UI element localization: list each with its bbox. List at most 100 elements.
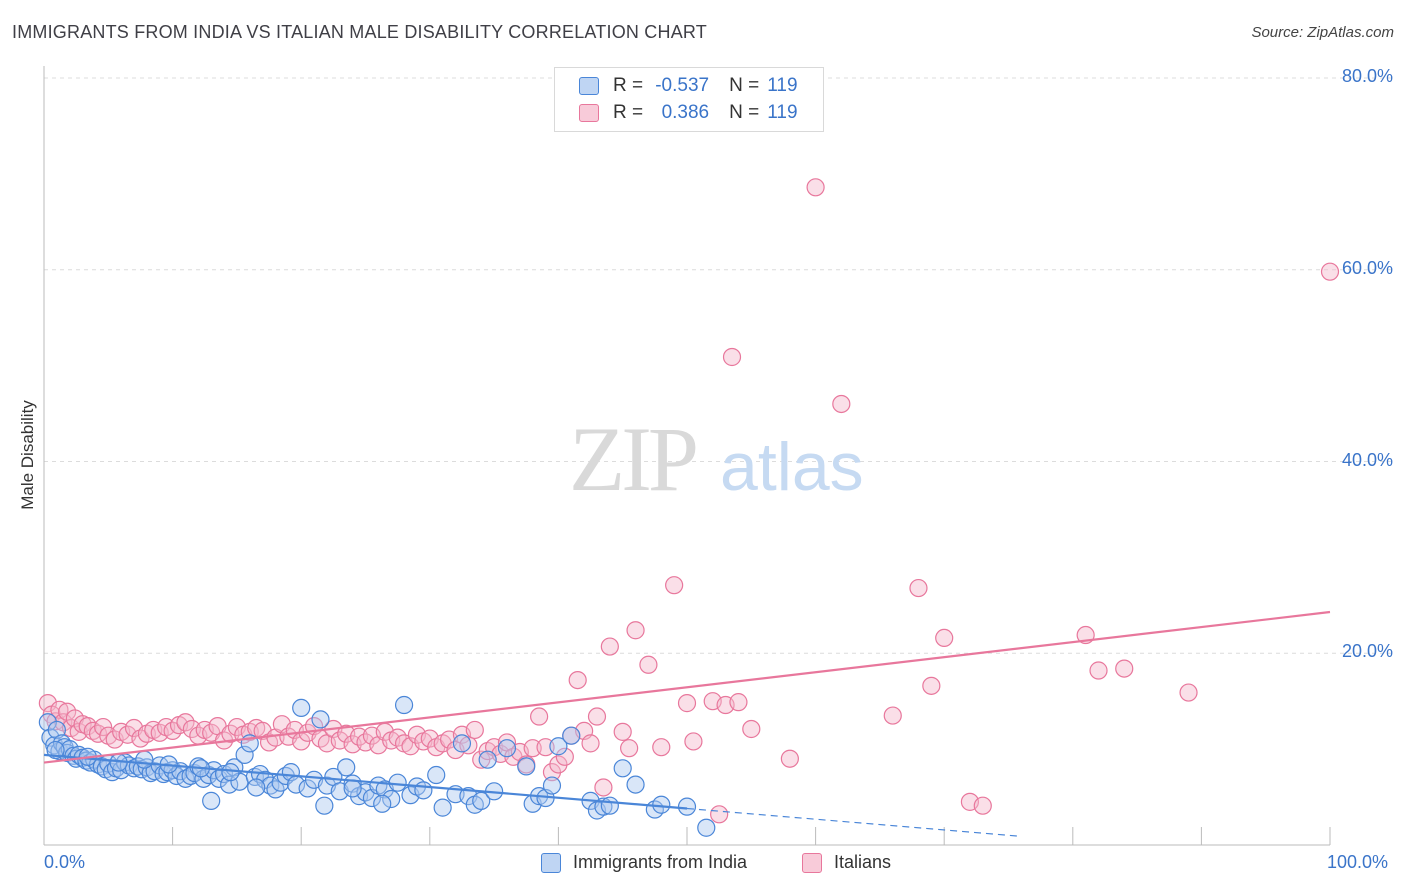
correlation-legend: R = -0.537 N = 119 R = 0.386 N = 119 [554,67,824,132]
data-point [613,722,632,741]
source-credit: Source: ZipAtlas.com [1251,24,1394,41]
data-point [542,776,562,795]
y-tick-label: 20.0% [1341,641,1393,662]
data-point [555,747,574,766]
data-point [1115,659,1134,678]
legend-n-label: N = [729,102,760,123]
chart-title: IMMIGRANTS FROM INDIA VS ITALIAN MALE DI… [12,22,707,42]
data-point [373,794,392,813]
data-point [433,798,452,817]
bottom-legend-swatch-blue [541,852,561,873]
data-point [517,757,536,776]
data-point [729,693,748,712]
data-point [135,750,154,769]
data-point [315,796,334,815]
data-point [94,717,113,737]
data-point [600,796,619,815]
watermark-atlas: atlas [720,429,864,505]
data-point [47,720,66,740]
data-point [176,769,195,788]
data-point [388,773,407,792]
data-point [247,778,266,797]
data-point [832,394,851,414]
data-point [973,796,992,815]
legend-r-value-italians: 0.386 [661,102,710,123]
data-point [581,734,600,753]
legend-row-italians: R = 0.386 N = 119 [579,100,798,126]
data-point [530,707,549,726]
legend-swatch-pink [579,104,599,122]
data-point [536,738,555,757]
watermark-zip: ZIP [569,408,696,510]
legend-r-label: R = [613,75,644,96]
data-point [780,749,799,768]
data-point [722,347,742,367]
trend-line-india [43,753,688,810]
bottom-legend-italians: Italians [802,852,891,873]
data-point [523,739,542,758]
data-point [677,797,697,816]
data-point [459,736,478,755]
data-point [806,178,825,197]
data-point [922,676,941,695]
series-immigrants-from-india [38,695,716,837]
data-point [697,818,716,837]
data-point [202,791,221,810]
data-point [394,695,414,715]
data-point [652,738,671,757]
legend-r-value-india: -0.537 [655,75,710,96]
data-point [221,763,240,782]
data-point [684,732,703,751]
data-point [600,637,619,656]
data-point [465,720,484,740]
data-point [1089,661,1108,680]
trend-line-italians [43,610,1331,764]
legend-n-value-india: 119 [767,75,798,96]
data-point [1320,262,1340,281]
data-point [594,778,613,797]
data-point [182,719,201,739]
data-point [562,726,581,745]
data-point [38,694,57,713]
data-point [478,750,497,769]
data-point [221,724,240,743]
legend-n-label: N = [729,75,760,96]
data-point [639,655,658,674]
data-point [620,739,639,758]
data-point [665,576,684,595]
data-point [568,670,587,690]
data-point [343,779,362,798]
data-point [626,621,645,640]
data-point [909,578,928,598]
data-point [382,789,401,809]
bottom-legend-label-italians: Italians [834,852,892,872]
data-point [311,710,330,729]
trend-line-india-extrapolated [686,807,1022,837]
data-point [652,795,671,814]
data-point [1179,683,1198,702]
bottom-legend-label-india: Immigrants from India [573,852,748,872]
bottom-legend-swatch-pink [802,852,822,873]
watermark: ZIP atlas [569,408,864,510]
data-point [626,775,645,794]
data-point [935,628,954,648]
y-tick-label: 60.0% [1341,257,1393,278]
data-point [710,805,729,824]
legend-n-value-italians: 119 [767,102,798,123]
data-point [337,758,356,777]
data-point [883,706,902,725]
grid-lines [44,77,1392,654]
data-point [427,765,446,785]
x-tick-label-max: 100.0% [1327,852,1389,872]
x-tick-label-min: 0.0% [44,852,86,872]
trend-lines [43,610,1331,837]
legend-r-label: R = [613,102,644,123]
legend-row-india: R = -0.537 N = 119 [579,73,798,99]
legend-swatch-blue [579,77,599,95]
data-point [414,781,433,800]
data-point [587,707,607,726]
data-point [452,734,472,753]
bottom-legend-india: Immigrants from India [541,852,747,873]
y-tick-label: 80.0% [1341,66,1393,86]
